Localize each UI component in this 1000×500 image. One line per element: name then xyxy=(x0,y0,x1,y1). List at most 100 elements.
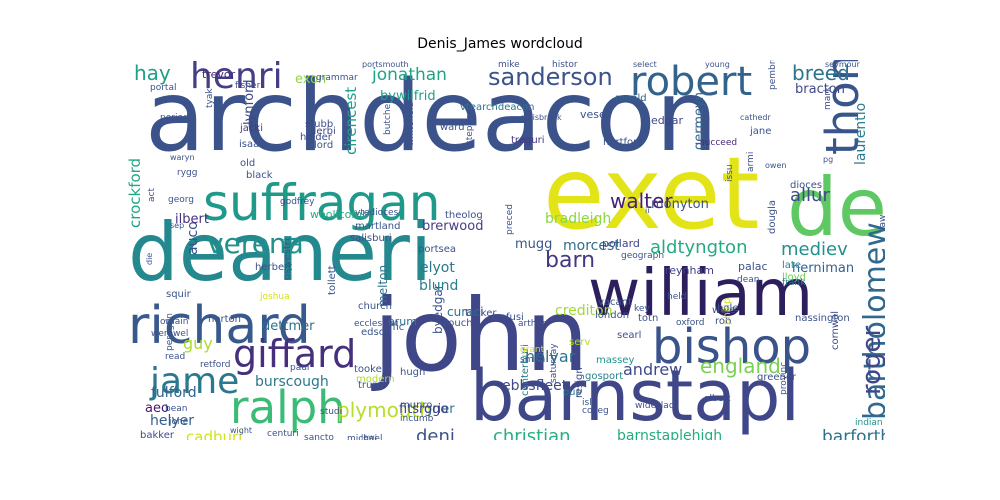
word-oup: oup xyxy=(563,387,582,398)
word-edson: edson xyxy=(361,327,391,338)
word-bean: bean xyxy=(165,404,187,414)
word-derbi: derbi xyxy=(310,126,336,137)
word-holder: holder xyxy=(300,132,333,143)
word-tyak: tyak xyxy=(205,88,215,108)
word-suffragan: suffragan xyxy=(203,174,440,232)
word-provinc: provinc xyxy=(779,362,789,395)
word-smith: smith xyxy=(520,355,545,365)
word-wideslad: wideslad xyxy=(635,401,675,411)
word-read: read xyxy=(165,352,185,362)
word-auco: auco xyxy=(185,221,201,255)
word-sancto: sancto xyxy=(304,433,334,440)
word-armi: armi xyxy=(746,152,756,172)
word-edgar: edgar xyxy=(651,114,683,127)
word-woollcomb: woollcomb xyxy=(310,208,369,221)
word-bakker: bakker xyxy=(140,430,175,440)
word-georg: georg xyxy=(168,195,194,205)
word-crediton: crediton xyxy=(555,303,612,319)
word-preced: preced xyxy=(505,204,515,235)
word-saturday: saturday xyxy=(549,343,559,383)
word-palac: palac xyxy=(738,260,768,273)
word-laurentio: laurentio xyxy=(853,103,869,165)
word-ilbert: ilbert xyxy=(175,212,209,227)
word-peregrin: peregrin xyxy=(165,313,175,351)
word-norton: norton xyxy=(208,314,241,325)
word-waryn: waryn xyxy=(170,153,195,162)
word-aeo: aeo xyxy=(145,401,169,416)
word-herbert: herbert xyxy=(255,262,292,273)
word-hay: hay xyxy=(134,61,171,85)
word-colleg: colleg xyxy=(582,406,609,416)
word-oswestri: oswestri xyxy=(282,238,293,280)
word-barnstapl: barnstapl xyxy=(470,355,800,437)
word-helyer: helyer xyxy=(150,413,194,429)
word-melton: melton xyxy=(376,265,390,307)
word-ecclesiast: ecclesiast xyxy=(354,319,399,329)
word-issu: issu xyxy=(725,164,735,182)
word-paul: paul xyxy=(290,363,309,373)
word-young: young xyxy=(705,60,730,69)
word-henri: henri xyxy=(190,60,283,97)
word-joshua: joshua xyxy=(259,292,290,302)
word-lord: lord xyxy=(314,140,333,151)
word-elyot: elyot xyxy=(420,260,455,276)
word-werewel: werewel xyxy=(151,329,188,339)
word-ordain: ordain xyxy=(160,317,188,327)
word-black: black xyxy=(246,170,273,181)
word-ronald: ronald xyxy=(615,93,647,104)
word-hertford: hertford xyxy=(603,137,643,148)
word-stephen: stephen xyxy=(465,109,475,145)
word-searl: searl xyxy=(617,330,641,341)
word-church: church xyxy=(358,301,392,312)
word-centuri: centuri xyxy=(267,429,299,439)
word-seymour: seymour xyxy=(825,60,861,69)
word-de: de xyxy=(787,161,885,254)
word-lloyd: lloyd xyxy=(782,272,806,283)
word-dettmer: dettmer xyxy=(262,319,315,334)
word-sanderson: sanderson xyxy=(488,63,613,91)
word-period: period xyxy=(160,113,189,123)
word-tooker: tooker xyxy=(354,364,387,375)
word-jonathan: jonathan xyxy=(371,65,447,85)
word-verena: verena xyxy=(207,227,304,260)
word-deni: deni xyxy=(416,426,455,440)
chart-title: Denis_James wordcloud xyxy=(417,36,583,52)
word-theolog: theolog xyxy=(445,210,483,221)
word-whitefield: whitefield xyxy=(406,102,416,146)
word-stubb: stubb xyxy=(305,119,333,130)
word-brerwood: brerwood xyxy=(422,219,483,234)
word-mediev: mediev xyxy=(781,239,848,260)
word-succeed: succeed xyxy=(700,138,737,148)
word-jacki: jacki xyxy=(239,123,263,134)
word-greener: greener xyxy=(757,372,797,383)
word-vacant: vacant xyxy=(598,297,632,308)
word-barn: barn xyxy=(545,248,595,273)
word-london: london xyxy=(595,310,629,321)
word-key: key xyxy=(634,304,650,314)
word-modern: modern xyxy=(356,374,395,385)
word-byedgar: byedgar xyxy=(431,284,445,334)
word-histor: histor xyxy=(552,60,578,70)
word-portal: portal xyxy=(150,83,176,93)
word-trefusi: trefusi xyxy=(492,312,524,323)
word-orum: orum xyxy=(388,315,417,328)
word-portsmouth: portsmouth xyxy=(362,60,409,69)
word-retford: retford xyxy=(200,360,231,370)
word-deaneri: deaneri xyxy=(128,206,432,299)
word-massey: massey xyxy=(596,355,634,366)
word-godfrey: godfrey xyxy=(280,197,315,207)
word-tucker: tucker xyxy=(465,308,497,319)
word-christian: christian xyxy=(493,426,571,440)
word-walter: walter xyxy=(610,189,673,213)
word-blund: blund xyxy=(419,278,458,294)
word-grammar: grammar xyxy=(316,73,358,83)
word-england: england xyxy=(700,354,781,378)
word-breed: breed xyxy=(792,61,850,85)
word-resign: resign xyxy=(574,367,585,398)
word-law: law xyxy=(878,215,885,230)
word-cornwal: cornwal xyxy=(830,311,841,350)
word-bartholomew: bartholomew xyxy=(858,222,885,420)
word-hugh: hugh xyxy=(400,367,425,378)
word-fitsrogo: fitsrogo xyxy=(399,402,448,417)
